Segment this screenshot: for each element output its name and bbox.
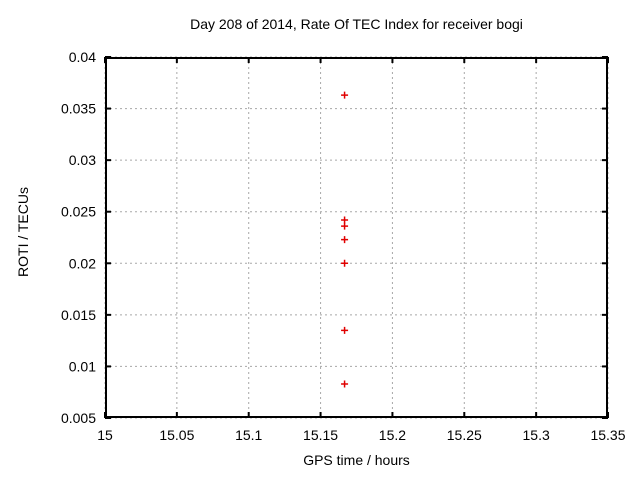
x-tick-label: 15.05: [159, 427, 194, 443]
y-tick-label: 0.005: [61, 410, 96, 426]
x-tick-label: 15.2: [379, 427, 406, 443]
data-point-marker: [341, 236, 349, 244]
y-tick-label: 0.03: [69, 152, 96, 168]
y-tick-label: 0.025: [61, 204, 96, 220]
x-tick-label: 15.3: [523, 427, 550, 443]
data-point-marker: [341, 259, 349, 267]
data-point-marker: [341, 326, 349, 334]
y-tick-label: 0.01: [69, 358, 96, 374]
x-tick-label: 15.15: [303, 427, 338, 443]
x-tick-label: 15.1: [235, 427, 262, 443]
y-tick-label: 0.02: [69, 255, 96, 271]
data-point-marker: [341, 222, 349, 230]
y-tick-label: 0.035: [61, 101, 96, 117]
x-tick-label: 15.25: [447, 427, 482, 443]
plot-border: [105, 57, 608, 418]
y-tick-label: 0.04: [69, 49, 96, 65]
data-point-marker: [341, 91, 349, 99]
y-tick-label: 0.015: [61, 307, 96, 323]
x-axis-label: GPS time / hours: [303, 452, 410, 468]
y-axis-label: ROTI / TECUs: [15, 187, 31, 277]
x-tick-label: 15.35: [590, 427, 625, 443]
x-tick-label: 15: [97, 427, 113, 443]
chart-title: Day 208 of 2014, Rate Of TEC Index for r…: [190, 16, 523, 32]
data-point-marker: [341, 380, 349, 388]
data-point-marker: [341, 216, 349, 224]
